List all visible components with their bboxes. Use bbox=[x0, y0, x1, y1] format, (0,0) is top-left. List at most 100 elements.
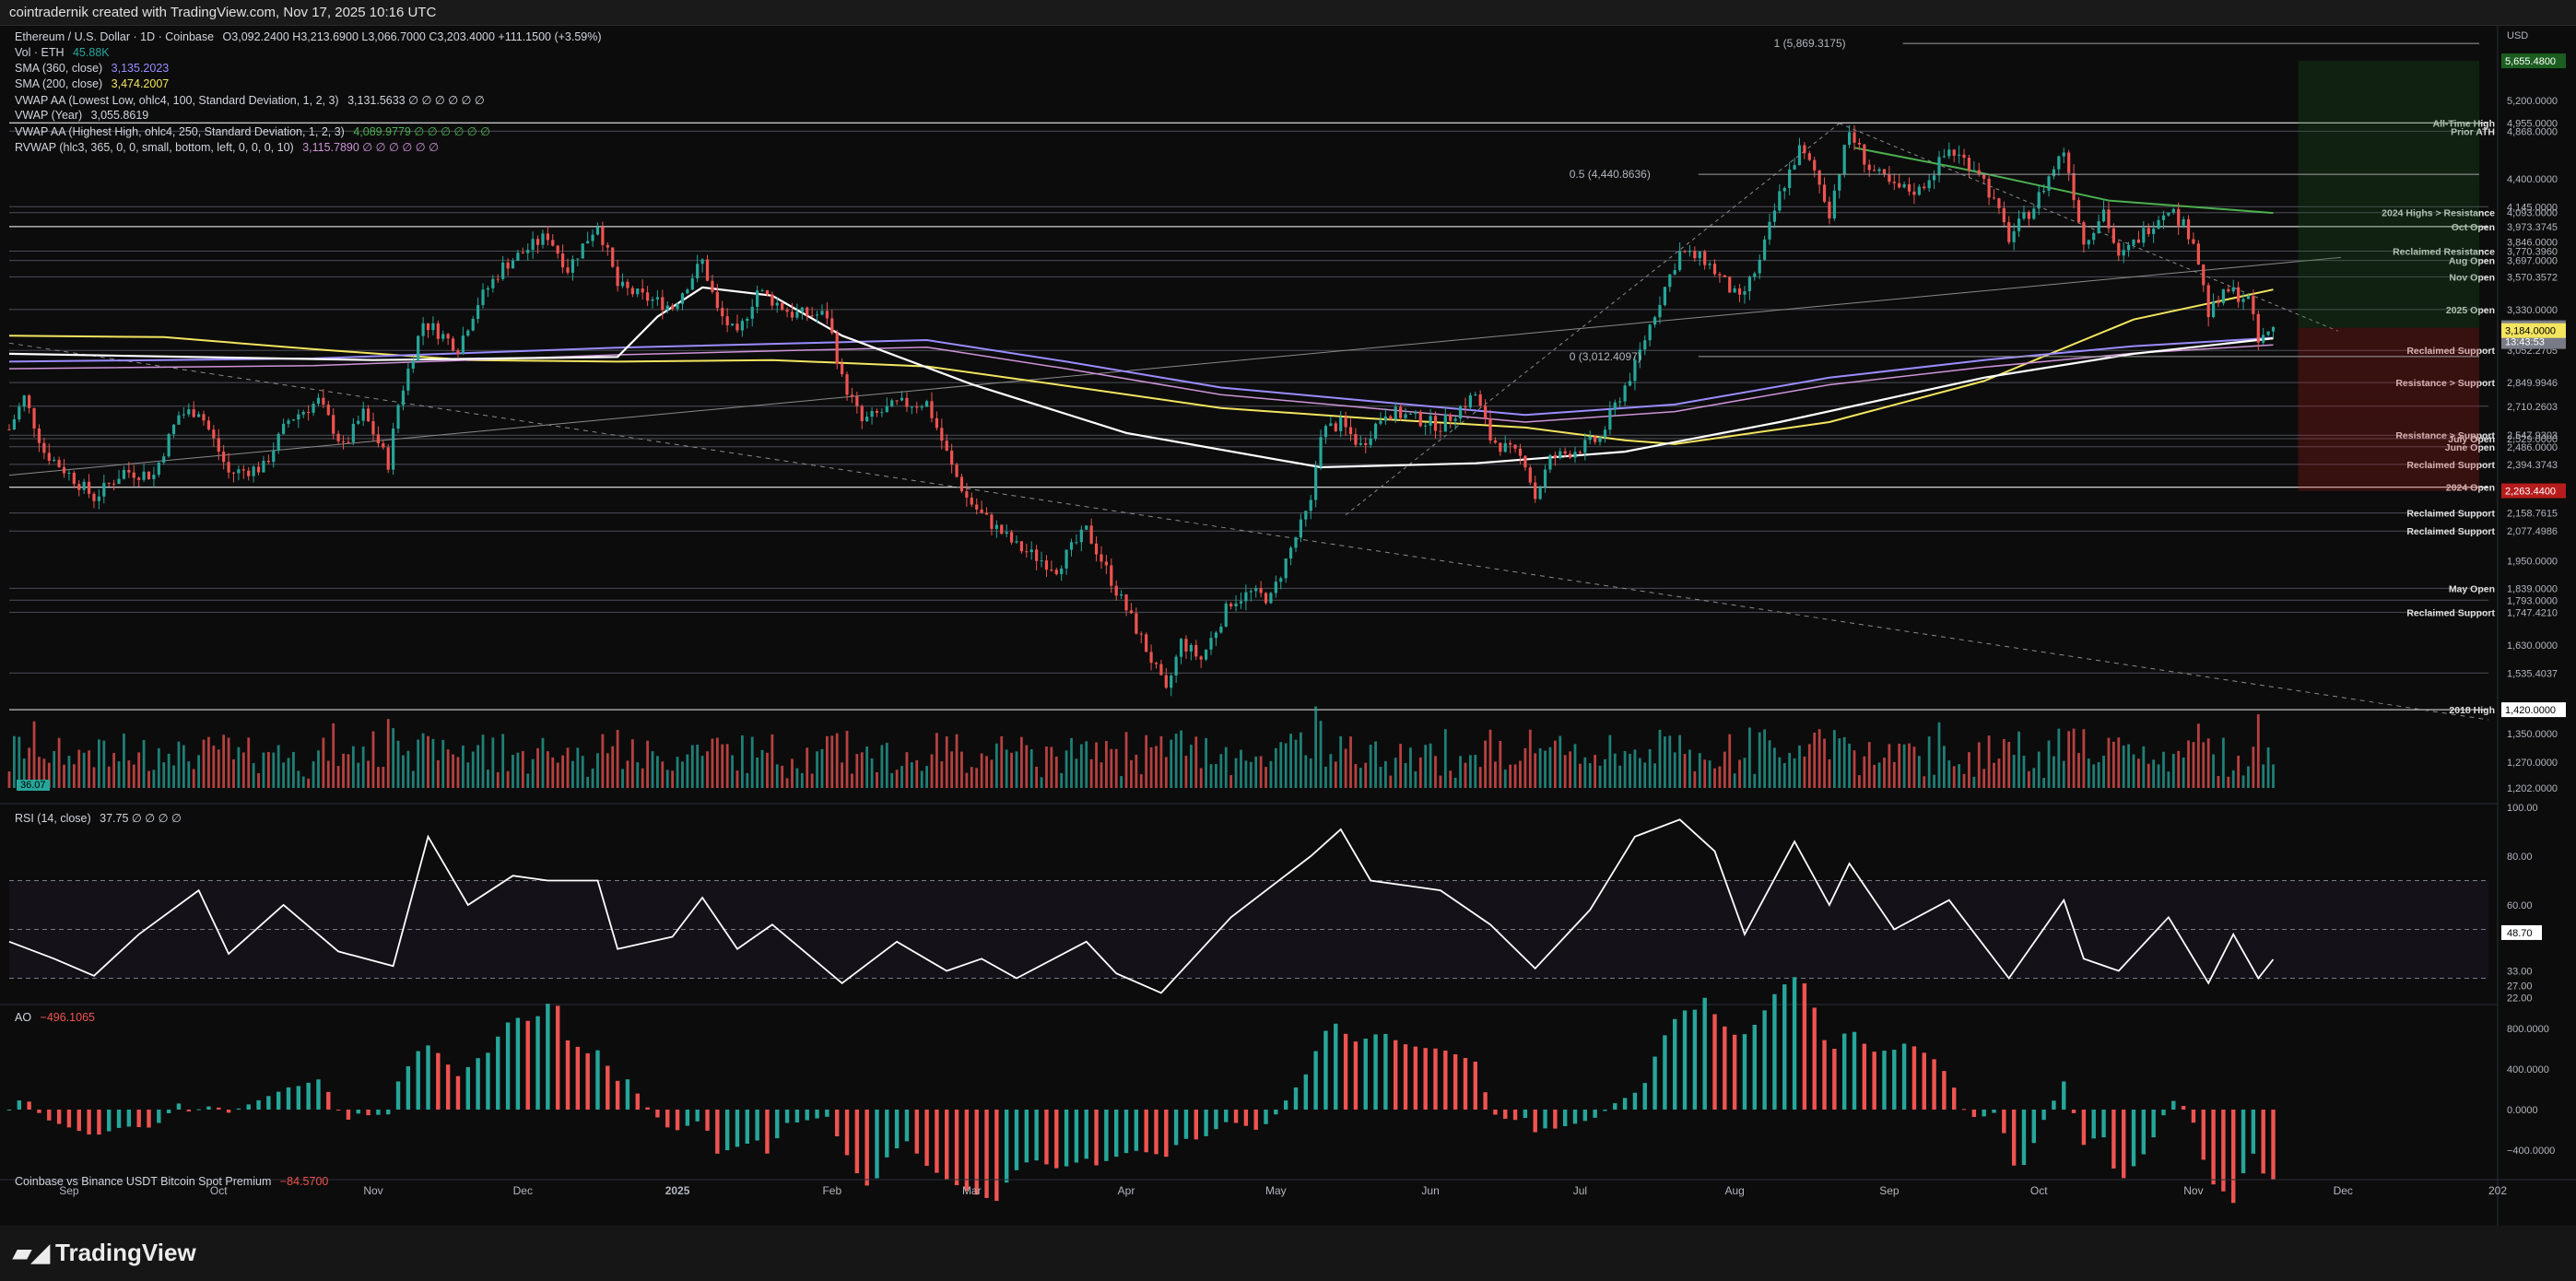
level-label: Reclaimed Support bbox=[2406, 346, 2495, 357]
candle bbox=[680, 293, 685, 304]
candle bbox=[102, 482, 106, 497]
candle bbox=[1249, 591, 1253, 593]
rsi-axis-label: 27.00 bbox=[2507, 981, 2533, 992]
candle bbox=[2072, 172, 2076, 201]
candle bbox=[665, 305, 669, 311]
candle bbox=[276, 433, 280, 451]
level-label: Reclaimed Resistance bbox=[2393, 247, 2495, 258]
candle bbox=[47, 452, 51, 461]
volume-bar bbox=[994, 743, 998, 788]
candle bbox=[686, 289, 689, 294]
candle bbox=[1170, 675, 1173, 688]
candle bbox=[959, 476, 964, 492]
candle bbox=[1339, 417, 1343, 431]
candle bbox=[1484, 405, 1488, 419]
candle bbox=[945, 441, 948, 451]
candle bbox=[1404, 414, 1407, 418]
volume-bar bbox=[910, 762, 913, 788]
candle bbox=[1054, 570, 1058, 574]
candle bbox=[591, 234, 594, 241]
volume-bar bbox=[1429, 743, 1432, 788]
candle bbox=[157, 462, 160, 476]
volume-bar bbox=[1170, 739, 1173, 788]
candle bbox=[1304, 511, 1308, 520]
volume-bar bbox=[1209, 764, 1213, 788]
candle bbox=[2107, 209, 2111, 229]
candle bbox=[556, 245, 559, 254]
volume-bar bbox=[1832, 730, 1836, 788]
volume-bar bbox=[681, 761, 684, 788]
volume-bar bbox=[1354, 764, 1358, 788]
price-tag-label: 2,263.4400 bbox=[2505, 487, 2556, 498]
candle bbox=[2167, 212, 2170, 216]
price-axis-label: 3,330.0000 bbox=[2507, 305, 2558, 316]
ao-bar bbox=[1423, 1048, 1428, 1110]
candle bbox=[272, 450, 276, 463]
ao-bar bbox=[755, 1110, 759, 1141]
ao-bar bbox=[416, 1051, 420, 1110]
candle bbox=[2007, 222, 2011, 242]
candle bbox=[167, 434, 171, 457]
ao-bar bbox=[1692, 1009, 1698, 1110]
candle bbox=[611, 247, 615, 267]
candle bbox=[1817, 170, 1821, 185]
volume-bar bbox=[1189, 745, 1193, 788]
volume-bar bbox=[1544, 750, 1547, 788]
candle bbox=[1763, 239, 1767, 260]
ao-bar bbox=[1164, 1110, 1169, 1158]
vwap-low-line bbox=[8, 286, 2274, 469]
candle bbox=[1688, 251, 1692, 253]
candle bbox=[2027, 212, 2030, 219]
candle bbox=[651, 299, 654, 301]
volume-bar bbox=[1902, 744, 1906, 788]
volume-bar bbox=[1389, 775, 1393, 788]
candle bbox=[1633, 359, 1637, 382]
ao-bar bbox=[745, 1110, 750, 1144]
volume-bar bbox=[1194, 736, 1198, 788]
ao-bar bbox=[1582, 1110, 1588, 1122]
candle bbox=[2186, 218, 2191, 240]
ao-bar bbox=[206, 1106, 211, 1110]
volume-bar bbox=[342, 753, 345, 788]
volume-bar bbox=[2252, 746, 2255, 788]
candle bbox=[1937, 157, 1941, 176]
candle bbox=[1898, 182, 1901, 188]
volume-bar bbox=[1747, 727, 1751, 788]
ao-bar bbox=[575, 1046, 581, 1110]
candle bbox=[1389, 416, 1393, 420]
volume-bar bbox=[696, 745, 700, 788]
candle bbox=[1663, 287, 1666, 306]
candle bbox=[206, 420, 211, 430]
zones bbox=[2298, 61, 2479, 491]
ao-bar bbox=[486, 1052, 490, 1110]
volume-bar bbox=[1723, 751, 1726, 788]
ao-bar bbox=[1074, 1110, 1079, 1163]
candle bbox=[601, 227, 605, 245]
ao-bar bbox=[1782, 984, 1787, 1110]
candle bbox=[431, 323, 435, 331]
ao-bar bbox=[585, 1052, 590, 1110]
candle bbox=[2271, 326, 2276, 332]
ao-bar bbox=[76, 1110, 81, 1132]
volume-bar bbox=[487, 770, 489, 788]
volume-bar bbox=[1553, 740, 1557, 788]
trendline bbox=[8, 342, 2489, 721]
volume-bar bbox=[392, 728, 395, 788]
candle bbox=[1653, 317, 1657, 325]
candle bbox=[2217, 300, 2220, 304]
ao-bar bbox=[994, 1110, 999, 1201]
candle bbox=[2082, 222, 2086, 245]
ao-bar bbox=[1154, 1110, 1159, 1155]
volume-bar bbox=[117, 761, 121, 788]
volume-bar bbox=[357, 762, 360, 788]
volume-bar bbox=[172, 765, 175, 788]
time-axis-label: Nov bbox=[363, 1184, 382, 1197]
ao-bar bbox=[236, 1108, 241, 1110]
volume-bar bbox=[347, 754, 350, 788]
ao-bar bbox=[266, 1096, 271, 1110]
volume-bar bbox=[137, 752, 141, 788]
level-label: May Open bbox=[2449, 583, 2495, 594]
legend-vwap-low: VWAP AA (Lowest Low, ohlc4, 100, Standar… bbox=[15, 93, 485, 107]
ao-bar bbox=[1104, 1110, 1109, 1161]
